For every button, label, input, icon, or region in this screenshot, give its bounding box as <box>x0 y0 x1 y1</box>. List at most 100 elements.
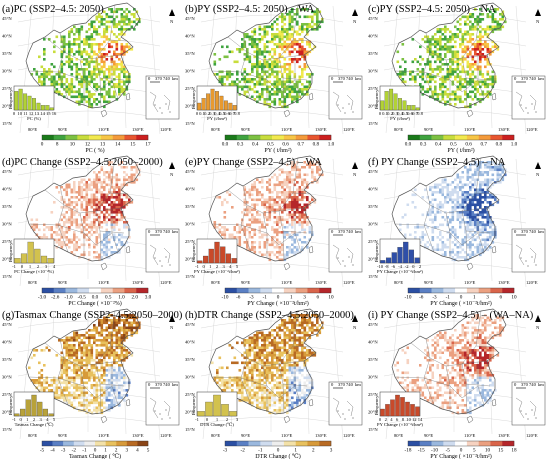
data-cell <box>120 319 124 322</box>
histogram-tick: -4 <box>398 264 403 269</box>
data-cell <box>276 63 279 66</box>
lat-tick-label: 45°N <box>368 16 378 21</box>
data-cell <box>451 90 455 94</box>
data-cell <box>459 75 462 79</box>
inset-island <box>525 107 527 109</box>
colorbar-frame <box>407 134 515 141</box>
colorbar-segment <box>319 288 332 293</box>
colorbar-tick: 0.7 <box>297 142 304 148</box>
data-cell <box>491 45 495 49</box>
data-cell <box>434 45 437 49</box>
data-cell <box>476 228 480 232</box>
lat-tick-label: 45°N <box>2 169 12 174</box>
data-cell <box>286 241 289 244</box>
data-cell <box>441 63 445 66</box>
data-cell <box>479 228 482 232</box>
data-cell <box>113 246 116 249</box>
data-cell <box>301 40 304 44</box>
data-cell <box>474 191 477 194</box>
data-cell <box>291 100 294 104</box>
data-cell <box>491 78 495 81</box>
data-cell <box>120 65 124 69</box>
data-cell <box>281 18 284 21</box>
data-cell <box>459 28 462 31</box>
data-cell <box>469 181 472 184</box>
data-cell <box>243 68 247 71</box>
data-cell <box>296 10 299 14</box>
data-cell <box>431 246 435 249</box>
data-cell <box>439 85 442 89</box>
lat-tick-label: 30°N <box>185 69 195 74</box>
data-cell <box>471 211 475 214</box>
data-cell <box>469 236 472 239</box>
data-cell <box>464 45 467 49</box>
data-cell <box>449 248 452 252</box>
data-cell <box>83 256 86 259</box>
data-cell <box>115 68 119 71</box>
histogram-frame <box>13 238 55 264</box>
data-cell <box>83 341 86 345</box>
data-cell <box>123 48 126 51</box>
data-cell <box>283 183 287 187</box>
meridian-line <box>19 311 33 440</box>
scale-label: 370 <box>155 229 163 234</box>
data-cell <box>281 216 284 219</box>
data-cell <box>459 173 462 177</box>
data-cell <box>481 221 485 224</box>
data-cell <box>108 213 111 217</box>
data-cell <box>95 206 99 209</box>
lon-tick-label: 130°E <box>315 127 327 132</box>
data-cell <box>75 196 79 199</box>
data-cell <box>449 253 452 257</box>
data-cell <box>103 98 106 101</box>
data-cell <box>243 35 247 39</box>
data-cell <box>266 33 269 36</box>
data-cell <box>301 173 304 177</box>
data-cell <box>85 213 89 217</box>
data-cell <box>424 40 427 44</box>
data-cell <box>221 231 224 234</box>
data-cell <box>251 236 254 239</box>
data-cell <box>459 243 462 247</box>
histogram-tick: 0.5 <box>402 111 408 116</box>
data-cell <box>301 30 304 34</box>
data-cell <box>261 188 264 192</box>
data-cell <box>444 253 447 257</box>
data-cell <box>75 339 79 342</box>
data-cell <box>108 183 111 187</box>
data-cell <box>43 236 46 239</box>
data-cell <box>133 178 136 182</box>
data-cell <box>75 50 79 54</box>
data-cell <box>461 243 465 247</box>
data-cell <box>303 243 307 247</box>
data-cell <box>283 226 287 229</box>
data-cell <box>434 216 437 219</box>
data-cell <box>243 93 247 96</box>
data-cell <box>484 30 487 34</box>
data-cell <box>303 166 307 169</box>
data-cell <box>53 50 56 54</box>
data-cell <box>48 349 51 352</box>
data-cell <box>421 236 425 239</box>
colorbar-tick: 10 <box>328 295 334 301</box>
data-cell <box>120 60 124 64</box>
data-cell <box>399 203 402 207</box>
data-cell <box>53 65 56 69</box>
data-cell <box>123 231 126 234</box>
data-cell <box>93 201 96 204</box>
data-cell <box>93 336 96 340</box>
data-cell <box>464 208 467 212</box>
data-cell <box>414 58 417 61</box>
panel-f: 45°N40°N35°N30°N25°N20°N15°N80°E 90°E 110°… <box>368 155 546 307</box>
colorbar-segment <box>455 288 468 293</box>
colorbar-segment <box>307 288 320 293</box>
data-cell <box>484 228 487 232</box>
data-cell <box>429 186 432 189</box>
lon-tick-label: 90°E <box>58 433 67 438</box>
data-cell <box>301 243 304 247</box>
data-cell <box>30 226 34 229</box>
data-cell <box>243 213 247 217</box>
data-cell <box>90 256 94 259</box>
lon-tick-label: 90°E <box>241 127 250 132</box>
data-cell <box>98 201 101 204</box>
